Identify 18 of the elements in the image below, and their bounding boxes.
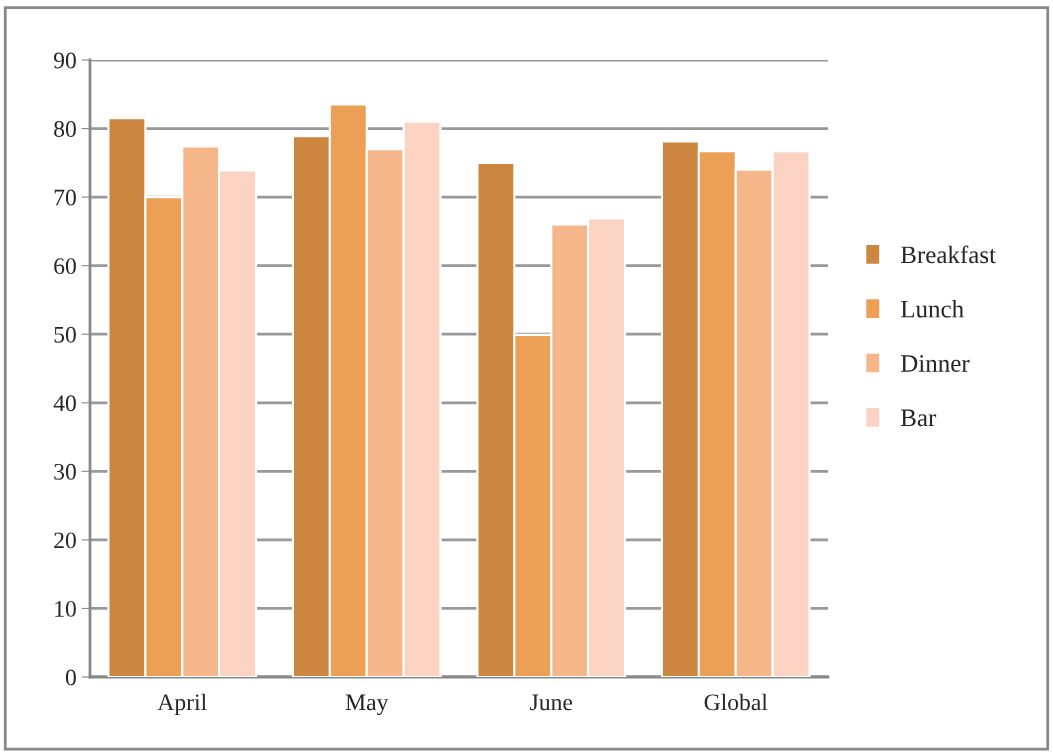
x-tick-label: April bbox=[157, 693, 207, 716]
legend-label: Dinner bbox=[900, 355, 970, 372]
x-tick-label: Global bbox=[704, 693, 768, 711]
legend-label: Breakfast bbox=[900, 245, 996, 264]
legend-label: Lunch bbox=[900, 299, 964, 318]
y-tick-label: 30 bbox=[54, 463, 76, 480]
x-tick-label: May bbox=[345, 694, 389, 716]
y-tick-label: 0 bbox=[65, 669, 76, 686]
y-tick-label: 80 bbox=[54, 121, 76, 137]
y-tick-label: 40 bbox=[53, 395, 76, 412]
y-tick-label: 10 bbox=[55, 600, 76, 617]
y-tick-label: 20 bbox=[54, 532, 76, 549]
legend-label: Bar bbox=[900, 409, 937, 427]
y-tick-label: 70 bbox=[54, 189, 76, 206]
y-tick-label: 50 bbox=[54, 326, 76, 343]
y-tick-label: 90 bbox=[53, 52, 76, 69]
y-tick-label: 60 bbox=[54, 258, 76, 275]
x-tick-label: June bbox=[530, 694, 573, 711]
